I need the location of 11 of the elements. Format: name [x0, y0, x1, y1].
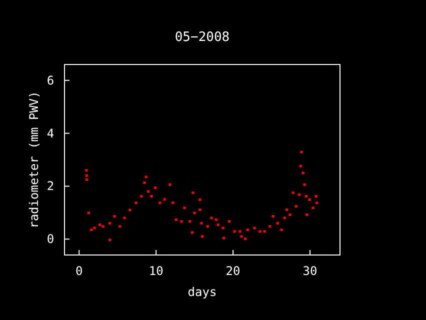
- y-axis-title: radiometer (mm PWV): [27, 91, 41, 228]
- x-tick-label: 30: [302, 264, 318, 278]
- x-tick-label: 10: [148, 264, 164, 278]
- chart-title: 05−2008: [174, 30, 230, 45]
- y-tick-label: 0: [46, 232, 54, 246]
- y-tick-label: 6: [46, 73, 54, 88]
- y-tick-label: 2: [46, 179, 54, 194]
- x-tick-label: 0: [76, 264, 83, 278]
- x-tick-label: 20: [226, 264, 240, 278]
- y-tick-label: 4: [46, 126, 54, 140]
- x-axis-title: days: [188, 285, 217, 299]
